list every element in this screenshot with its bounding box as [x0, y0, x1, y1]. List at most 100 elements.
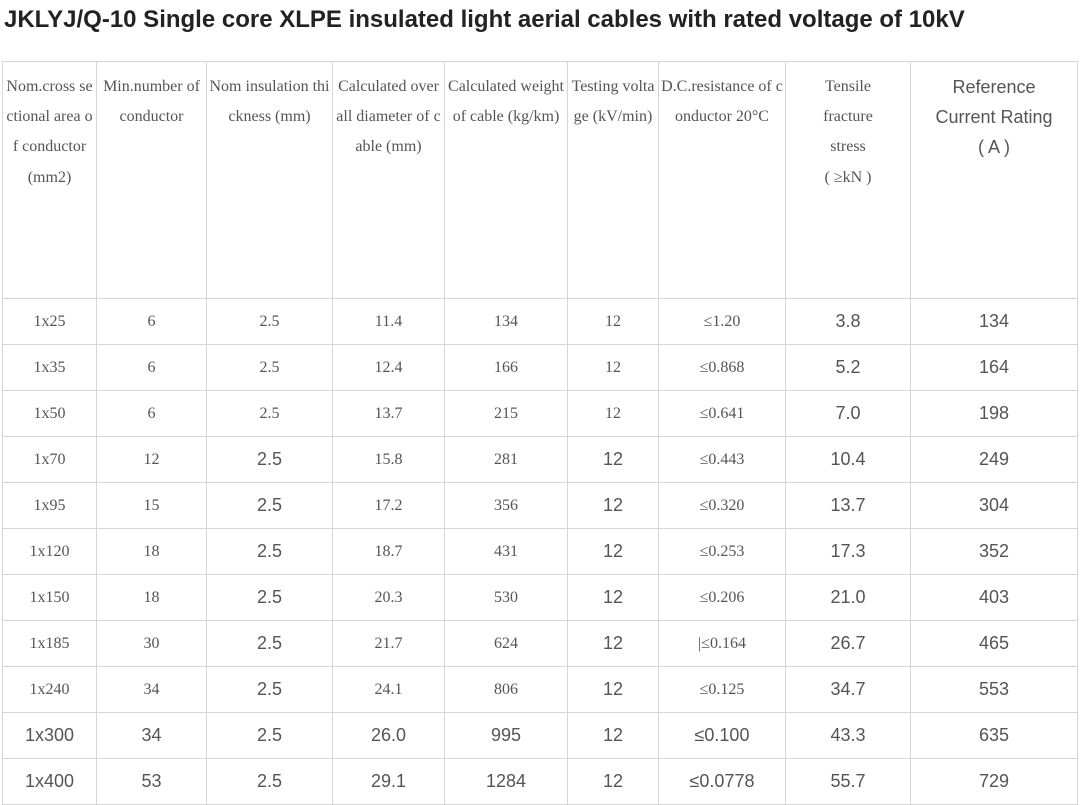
cross-section-cell: 1x240	[2, 666, 97, 713]
voltage-cell: 12	[567, 620, 659, 667]
weight-cell: 995	[444, 712, 568, 759]
min-conductors-cell: 6	[96, 344, 207, 391]
resistance-cell: ≤1.20	[658, 298, 786, 345]
header-current-rating: Reference Current Rating ( A )	[910, 61, 1078, 299]
resistance-cell: ≤0.443	[658, 436, 786, 483]
min-conductors-cell: 53	[96, 758, 207, 805]
min-conductors-cell: 30	[96, 620, 207, 667]
current-rating-cell: 352	[910, 528, 1078, 575]
voltage-cell: 12	[567, 574, 659, 621]
current-rating-cell: 198	[910, 390, 1078, 437]
table-body: 1x25 6 2.5 11.4 134 12 ≤1.20 3.8 134 1x35 6 2.5 12.4…	[2, 298, 1078, 805]
insulation-cell: 2.5	[206, 298, 333, 345]
cross-section-cell: 1x35	[2, 344, 97, 391]
tensile-cell: 26.7	[785, 620, 911, 667]
header-tensile-line: Tensile	[825, 78, 871, 95]
table-row: 1x300 34 2.5 26.0 995 12 ≤0.100 43.3 635	[2, 712, 1078, 759]
weight-cell: 1284	[444, 758, 568, 805]
header-row: Nom.cross sectional area of conductor (m…	[2, 61, 1078, 299]
tensile-cell: 55.7	[785, 758, 911, 805]
weight-cell: 530	[444, 574, 568, 621]
header-insulation-thickness: Nom insulation thickness (mm)	[206, 61, 333, 299]
header-dc-resistance: D.C.resistance of conductor 20°C	[658, 61, 786, 299]
cable-spec-table: Nom.cross sectional area of conductor (m…	[2, 61, 1078, 805]
current-rating-cell: 304	[910, 482, 1078, 529]
resistance-cell: ≤0.868	[658, 344, 786, 391]
header-tensile-line: ( ≥kN )	[824, 168, 872, 186]
insulation-cell: 2.5	[206, 390, 333, 437]
header-rating-line: Reference	[952, 77, 1036, 97]
voltage-cell: 12	[567, 344, 659, 391]
min-conductors-cell: 12	[96, 436, 207, 483]
min-conductors-cell: 18	[96, 574, 207, 621]
header-cable-weight: Calculated weight of cable (kg/km)	[444, 61, 568, 299]
current-rating-cell: 134	[910, 298, 1078, 345]
cross-section-cell: 1x50	[2, 390, 97, 437]
tensile-cell: 21.0	[785, 574, 911, 621]
current-rating-cell: 465	[910, 620, 1078, 667]
cross-section-cell: 1x120	[2, 528, 97, 575]
diameter-cell: 29.1	[332, 758, 445, 805]
table-row: 1x95 15 2.5 17.2 356 12 ≤0.320 13.7 304	[2, 482, 1078, 529]
table-row: 1x400 53 2.5 29.1 1284 12 ≤0.0778 55.7 729	[2, 758, 1078, 805]
current-rating-cell: 403	[910, 574, 1078, 621]
current-rating-cell: 553	[910, 666, 1078, 713]
voltage-cell: 12	[567, 528, 659, 575]
current-rating-cell: 729	[910, 758, 1078, 805]
resistance-cell: |≤0.164	[658, 620, 786, 667]
weight-cell: 431	[444, 528, 568, 575]
cross-section-cell: 1x25	[2, 298, 97, 345]
diameter-cell: 12.4	[332, 344, 445, 391]
cross-section-cell: 1x95	[2, 482, 97, 529]
header-tensile-line: fracture	[823, 108, 873, 126]
diameter-cell: 11.4	[332, 298, 445, 345]
cross-section-cell: 1x400	[2, 758, 97, 805]
insulation-cell: 2.5	[206, 712, 333, 759]
header-min-conductors: Min.number of conductor	[96, 61, 207, 299]
resistance-cell: ≤0.0778	[658, 758, 786, 805]
resistance-cell: ≤0.320	[658, 482, 786, 529]
voltage-cell: 12	[567, 482, 659, 529]
page-title: JKLYJ/Q-10 Single core XLPE insulated li…	[4, 6, 965, 33]
table-row: 1x50 6 2.5 13.7 215 12 ≤0.641 7.0 198	[2, 390, 1078, 437]
cross-section-cell: 1x150	[2, 574, 97, 621]
weight-cell: 166	[444, 344, 568, 391]
tensile-cell: 13.7	[785, 482, 911, 529]
table-row: 1x120 18 2.5 18.7 431 12 ≤0.253 17.3 352	[2, 528, 1078, 575]
resistance-cell: ≤0.253	[658, 528, 786, 575]
weight-cell: 356	[444, 482, 568, 529]
diameter-cell: 13.7	[332, 390, 445, 437]
table-row: 1x240 34 2.5 24.1 806 12 ≤0.125 34.7 553	[2, 666, 1078, 713]
weight-cell: 806	[444, 666, 568, 713]
current-rating-cell: 635	[910, 712, 1078, 759]
min-conductors-cell: 18	[96, 528, 207, 575]
tensile-cell: 17.3	[785, 528, 911, 575]
resistance-cell: ≤0.206	[658, 574, 786, 621]
insulation-cell: 2.5	[206, 482, 333, 529]
table-row: 1x70 12 2.5 15.8 281 12 ≤0.443 10.4 249	[2, 436, 1078, 483]
table-header: Nom.cross sectional area of conductor (m…	[2, 61, 1078, 299]
insulation-cell: 2.5	[206, 758, 333, 805]
tensile-cell: 43.3	[785, 712, 911, 759]
diameter-cell: 26.0	[332, 712, 445, 759]
weight-cell: 281	[444, 436, 568, 483]
tensile-cell: 34.7	[785, 666, 911, 713]
table-row: 1x150 18 2.5 20.3 530 12 ≤0.206 21.0 403	[2, 574, 1078, 621]
voltage-cell: 12	[567, 712, 659, 759]
header-tensile-line: stress	[830, 138, 866, 156]
min-conductors-cell: 6	[96, 390, 207, 437]
tensile-cell: 10.4	[785, 436, 911, 483]
header-cross-section: Nom.cross sectional area of conductor (m…	[2, 61, 97, 299]
tensile-cell: 7.0	[785, 390, 911, 437]
voltage-cell: 12	[567, 436, 659, 483]
header-overall-diameter: Calculated overall diameter of cable (mm…	[332, 61, 445, 299]
header-rating-line: Current Rating	[935, 107, 1053, 127]
min-conductors-cell: 34	[96, 712, 207, 759]
min-conductors-cell: 6	[96, 298, 207, 345]
insulation-cell: 2.5	[206, 436, 333, 483]
weight-cell: 134	[444, 298, 568, 345]
voltage-cell: 12	[567, 666, 659, 713]
diameter-cell: 15.8	[332, 436, 445, 483]
insulation-cell: 2.5	[206, 528, 333, 575]
tensile-cell: 5.2	[785, 344, 911, 391]
